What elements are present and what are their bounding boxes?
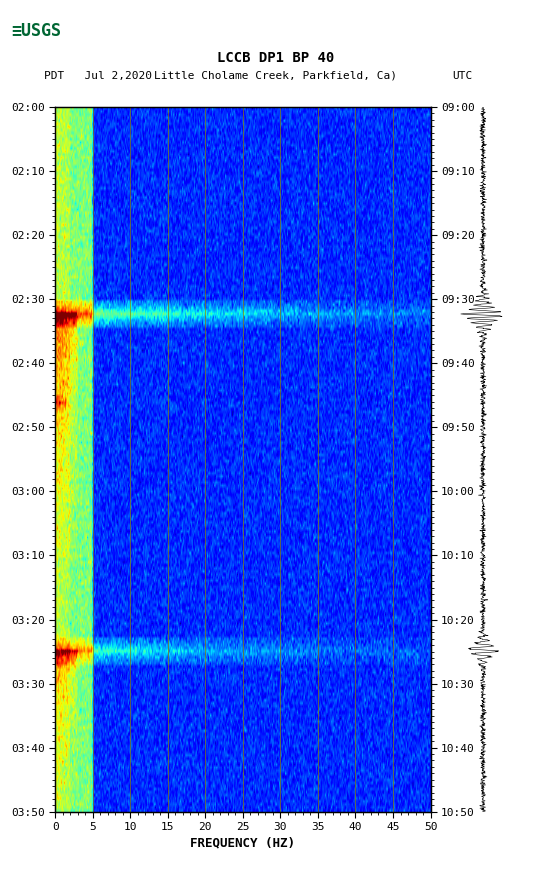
Text: LCCB DP1 BP 40: LCCB DP1 BP 40 — [217, 51, 335, 65]
Text: Little Cholame Creek, Parkfield, Ca): Little Cholame Creek, Parkfield, Ca) — [155, 70, 397, 81]
Text: PDT   Jul 2,2020: PDT Jul 2,2020 — [44, 70, 152, 81]
Text: UTC: UTC — [453, 70, 473, 81]
Text: ≡USGS: ≡USGS — [11, 22, 61, 40]
X-axis label: FREQUENCY (HZ): FREQUENCY (HZ) — [190, 837, 295, 849]
